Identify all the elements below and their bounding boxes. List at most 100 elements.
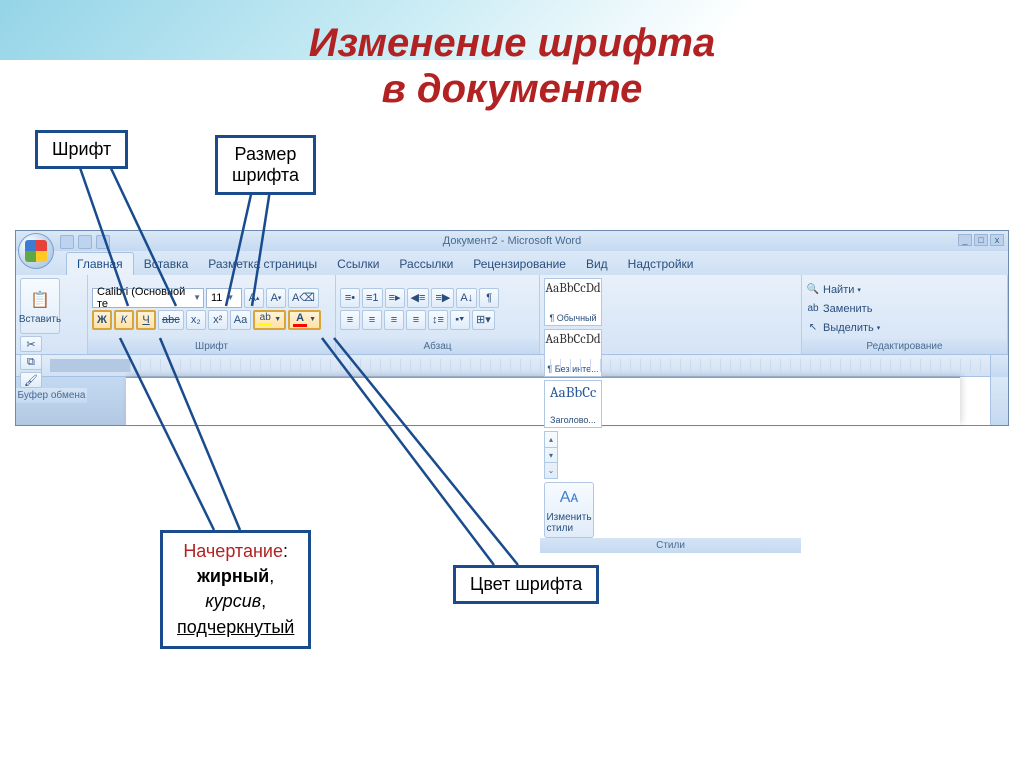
change-styles-label: Изменитьстили — [546, 512, 591, 534]
titlebar: Документ2 - Microsoft Word _ □ x — [16, 231, 1008, 251]
qat-undo-icon[interactable] — [78, 235, 92, 249]
find-icon: 🔍 — [806, 283, 820, 297]
callout-style-head: Начертание — [183, 541, 283, 561]
subscript-button[interactable]: x₂ — [186, 310, 206, 330]
underline-button[interactable]: Ч — [136, 310, 156, 330]
tab-references[interactable]: Ссылки — [327, 253, 389, 275]
change-styles-button[interactable]: Aᴀ Изменитьстили — [544, 482, 594, 538]
tab-home[interactable]: Главная — [66, 252, 134, 275]
select-icon: ↖ — [806, 321, 820, 335]
format-painter-button[interactable]: 🖌 — [20, 372, 42, 388]
paste-icon: 📋 — [28, 288, 52, 312]
qat-redo-icon[interactable] — [96, 235, 110, 249]
group-clipboard: 📋 Вставить ✂ ⧉ 🖌 Буфер обмена — [16, 275, 88, 354]
tab-addins[interactable]: Надстройки — [618, 253, 704, 275]
font-name-value: Calibri (Основной те — [97, 286, 189, 310]
callout-size-text: Размершрифта — [232, 144, 299, 185]
close-icon[interactable]: x — [990, 234, 1004, 246]
ruler-scroll-up[interactable] — [990, 355, 1008, 377]
indent-inc-button[interactable]: ≡▶ — [431, 288, 454, 308]
ribbon-tabs: Главная Вставка Разметка страницы Ссылки… — [16, 251, 1008, 275]
borders-button[interactable]: ⊞▾ — [472, 310, 495, 330]
callout-size: Размершрифта — [215, 135, 316, 195]
find-label: Найти — [823, 284, 854, 296]
window-title: Документ2 - Microsoft Word — [443, 235, 581, 247]
tab-review[interactable]: Рецензирование — [463, 253, 576, 275]
italic-button[interactable]: К — [114, 310, 134, 330]
cut-button[interactable]: ✂ — [20, 336, 42, 352]
minimize-icon[interactable]: _ — [958, 234, 972, 246]
callout-color: Цвет шрифта — [453, 565, 599, 604]
group-paragraph: ≡• ≡1 ≡▸ ◀≡ ≡▶ A↓ ¶ ≡ ≡ ≡ ≡ ↕≡ 🞍▾ ⊞▾ — [336, 275, 540, 354]
replace-label: Заменить — [823, 303, 872, 315]
style-normal[interactable]: AaBbCcDd ¶ Обычный — [544, 278, 602, 326]
group-font: Calibri (Основной те▼ 11▼ A▴ A▾ A⌫ Ж К Ч… — [88, 275, 336, 354]
office-logo-icon — [25, 240, 47, 262]
vertical-scrollbar[interactable] — [990, 377, 1008, 425]
select-button[interactable]: ↖Выделить▾ — [806, 319, 1003, 337]
font-size-combo[interactable]: 11▼ — [206, 288, 242, 308]
horizontal-ruler[interactable] — [50, 359, 982, 372]
align-left-button[interactable]: ≡ — [340, 310, 360, 330]
style-preview: AaBbCcDd — [545, 281, 600, 296]
align-right-button[interactable]: ≡ — [384, 310, 404, 330]
shrink-font-button[interactable]: A▾ — [266, 288, 286, 308]
font-name-combo[interactable]: Calibri (Основной те▼ — [92, 288, 204, 308]
change-case-button[interactable]: Aa — [230, 310, 251, 330]
tab-insert[interactable]: Вставка — [134, 253, 199, 275]
select-label: Выделить — [823, 322, 874, 334]
style-heading1[interactable]: AaBbCc Заголово... — [544, 380, 602, 428]
line-spacing-button[interactable]: ↕≡ — [428, 310, 448, 330]
tab-mailings[interactable]: Рассылки — [389, 253, 463, 275]
show-marks-button[interactable]: ¶ — [479, 288, 499, 308]
multilevel-button[interactable]: ≡▸ — [385, 288, 405, 308]
bold-button[interactable]: Ж — [92, 310, 112, 330]
grow-a: A — [249, 292, 256, 304]
font-color-button[interactable]: A▼ — [288, 310, 321, 330]
group-styles-label: Стили — [540, 538, 801, 553]
callout-style: Начертание: жирный, курсив, подчеркнутый — [160, 530, 311, 649]
highlight-swatch — [258, 323, 272, 326]
tab-layout[interactable]: Разметка страницы — [198, 253, 327, 275]
quick-access-toolbar — [60, 235, 110, 249]
bullets-button[interactable]: ≡• — [340, 288, 360, 308]
ruler-area: L — [16, 355, 1008, 377]
maximize-icon[interactable]: □ — [974, 234, 988, 246]
numbering-button[interactable]: ≡1 — [362, 288, 383, 308]
copy-button[interactable]: ⧉ — [20, 354, 42, 370]
replace-button[interactable]: abЗаменить — [806, 300, 1003, 318]
ribbon: 📋 Вставить ✂ ⧉ 🖌 Буфер обмена Calibri (О… — [16, 275, 1008, 355]
office-button[interactable] — [18, 233, 54, 269]
justify-button[interactable]: ≡ — [406, 310, 426, 330]
callout-font: Шрифт — [35, 130, 128, 169]
group-styles: AaBbCcDd ¶ Обычный AaBbCcDd ¶ Без инте..… — [540, 275, 802, 354]
highlight-color-button[interactable]: ab▼ — [253, 310, 286, 330]
superscript-button[interactable]: x² — [208, 310, 228, 330]
tab-view[interactable]: Вид — [576, 253, 618, 275]
strike-button[interactable]: abc — [158, 310, 184, 330]
style-preview: AaBbCcDd — [545, 332, 600, 347]
font-color-icon: A — [293, 313, 307, 327]
group-paragraph-label: Абзац — [336, 339, 539, 354]
sort-button[interactable]: A↓ — [456, 288, 477, 308]
font-color-swatch — [293, 324, 307, 327]
shrink-a: A — [271, 292, 278, 304]
group-editing-label: Редактирование — [802, 339, 1007, 354]
replace-icon: ab — [806, 302, 820, 316]
word-window: Документ2 - Microsoft Word _ □ x Главная… — [15, 230, 1009, 426]
qat-save-icon[interactable] — [60, 235, 74, 249]
paste-button[interactable]: 📋 Вставить — [20, 278, 60, 334]
ruler-margin-shade — [50, 359, 130, 372]
grow-font-button[interactable]: A▴ — [244, 288, 264, 308]
title-line1: Изменение шрифта — [309, 21, 715, 65]
align-center-button[interactable]: ≡ — [362, 310, 382, 330]
title-line2: в документе — [382, 67, 643, 111]
find-button[interactable]: 🔍Найти▾ — [806, 281, 1003, 299]
callout-style-italic: курсив — [205, 591, 261, 611]
indent-dec-button[interactable]: ◀≡ — [407, 288, 430, 308]
document-page[interactable] — [126, 377, 960, 425]
clear-format-button[interactable]: A⌫ — [288, 288, 319, 308]
shading-button[interactable]: 🞍▾ — [450, 310, 470, 330]
style-name: Заголово... — [550, 415, 596, 425]
style-gallery-arrows[interactable]: ▴▾⌄ — [544, 431, 558, 479]
